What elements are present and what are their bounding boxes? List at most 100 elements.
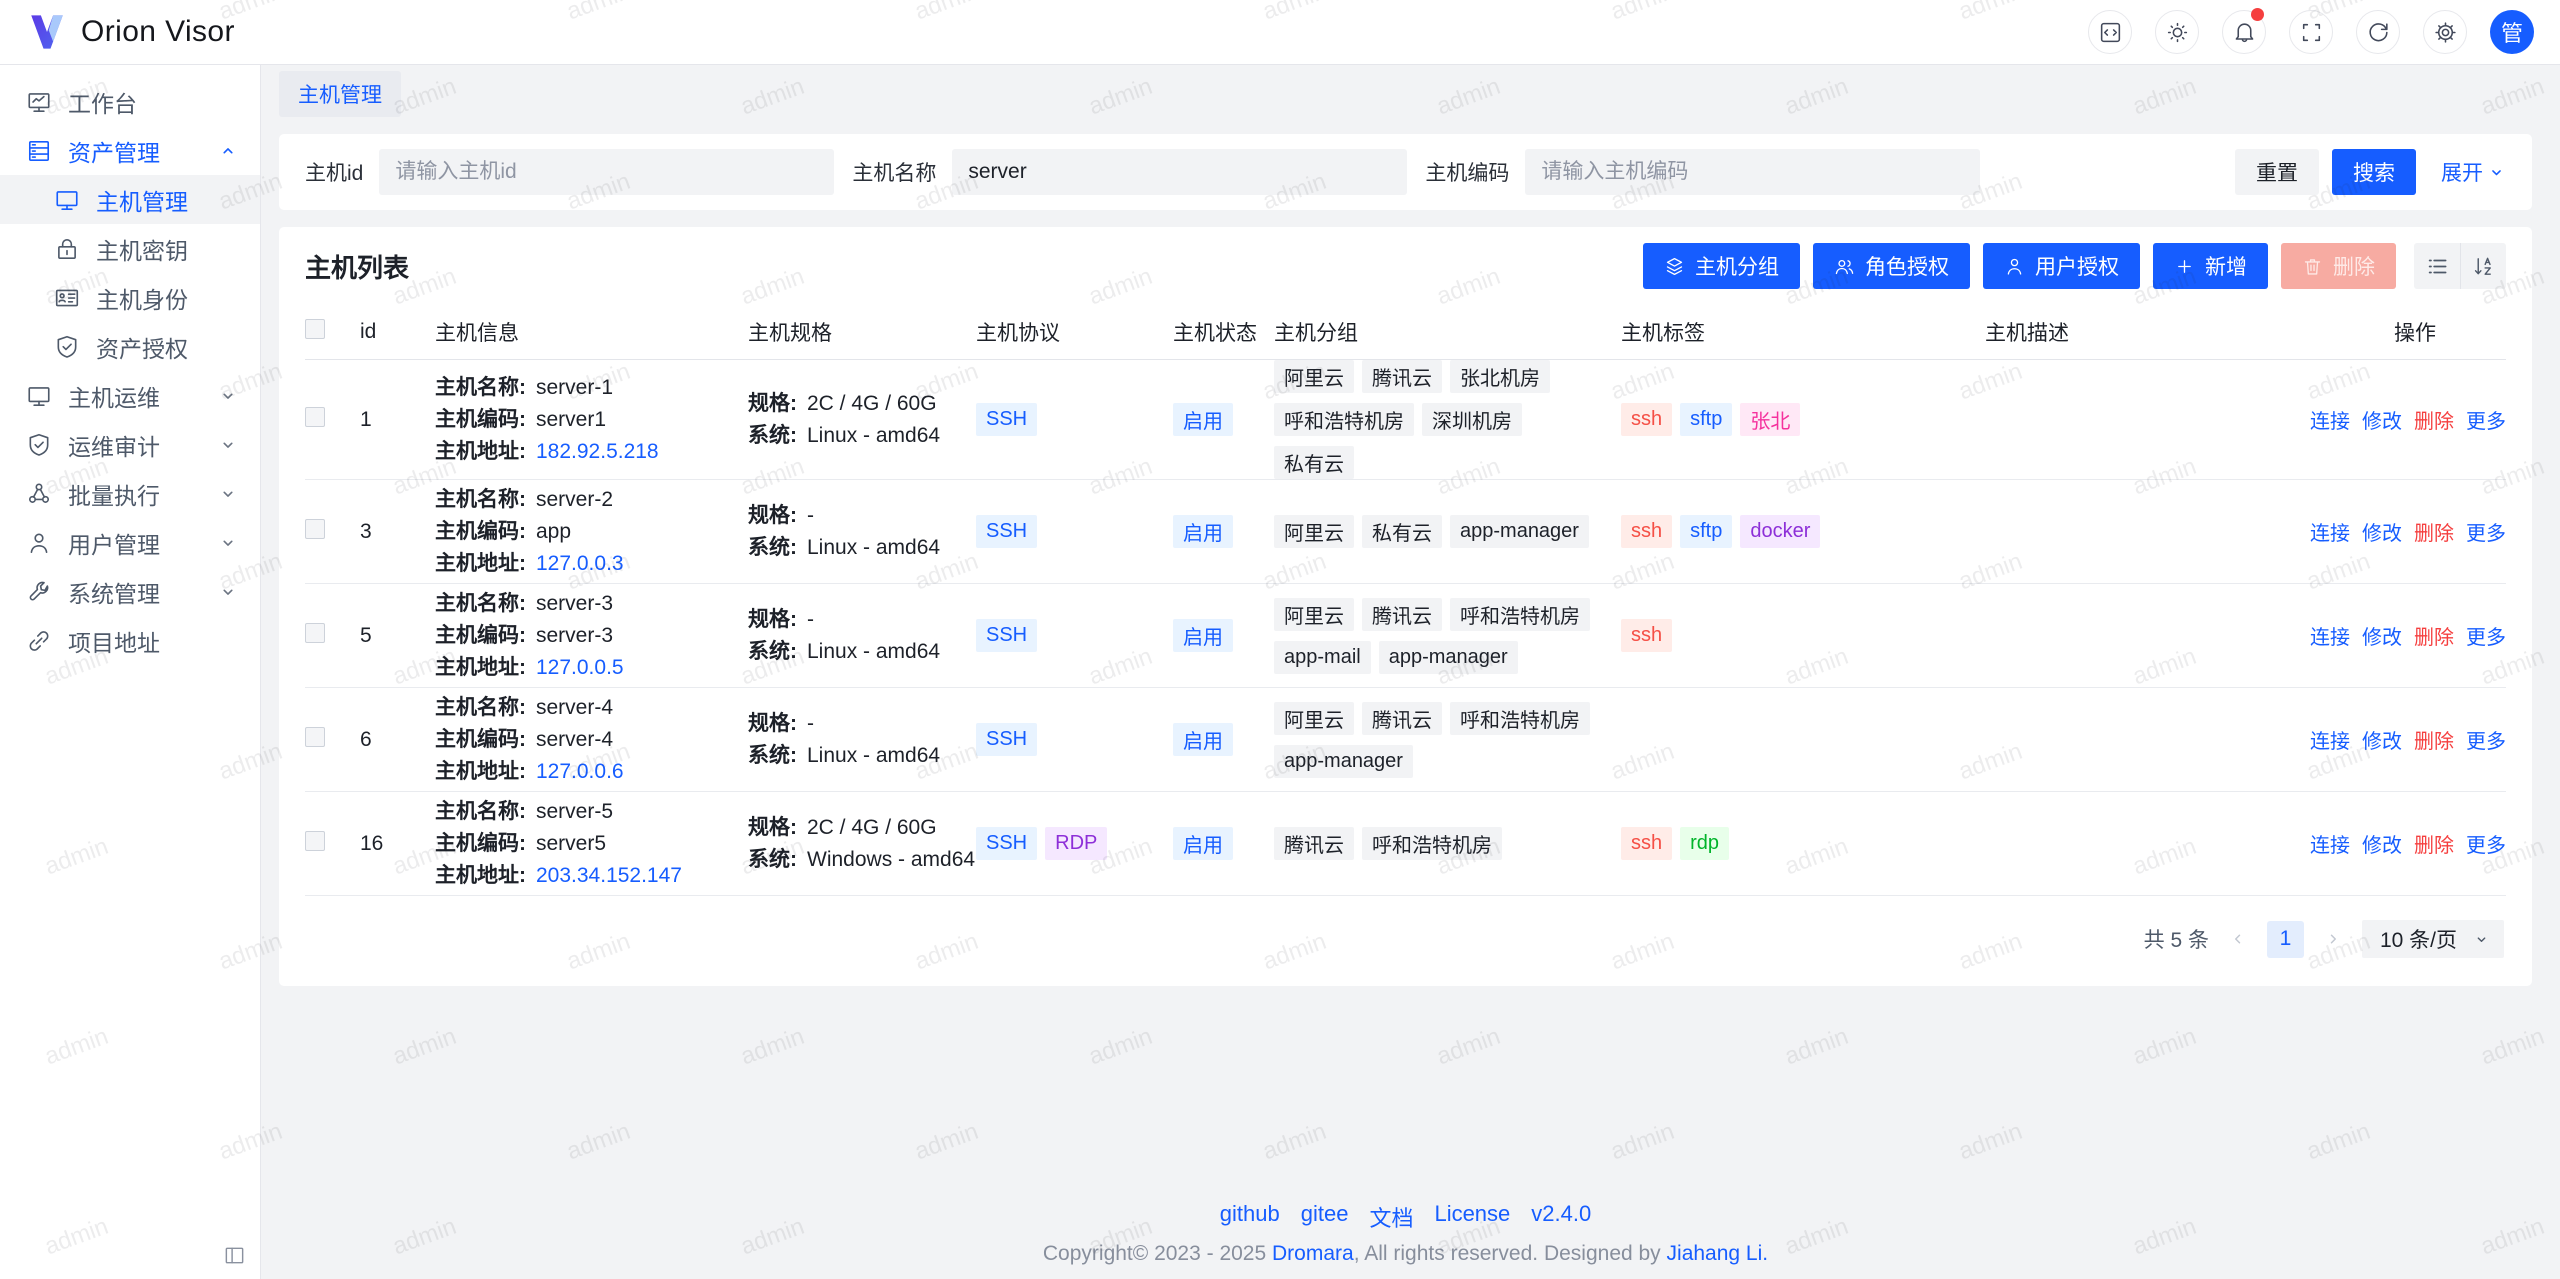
- dromara-link[interactable]: Dromara: [1272, 1242, 1354, 1265]
- action-修改[interactable]: 修改: [2362, 523, 2402, 545]
- fullscreen-button[interactable]: [2289, 10, 2333, 54]
- app-logo[interactable]: Orion Visor: [26, 11, 235, 53]
- action-删除[interactable]: 删除: [2414, 627, 2454, 649]
- action-删除[interactable]: 删除: [2414, 835, 2454, 857]
- sidebar-item-运维审计[interactable]: 运维审计: [0, 420, 260, 469]
- sidebar-item-系统管理[interactable]: 系统管理: [0, 567, 260, 616]
- user-avatar[interactable]: 管: [2490, 10, 2534, 54]
- sidebar-item-资产授权[interactable]: 资产授权: [0, 322, 260, 371]
- action-删除[interactable]: 删除: [2414, 411, 2454, 433]
- sidebar-item-工作台[interactable]: 工作台: [0, 77, 260, 126]
- sort-button[interactable]: [2460, 243, 2506, 289]
- search-button[interactable]: 搜索: [2332, 149, 2416, 195]
- select-all-checkbox[interactable]: [305, 319, 325, 339]
- sidebar-item-主机身份[interactable]: 主机身份: [0, 273, 260, 322]
- 角色授权-button[interactable]: 角色授权: [1813, 243, 1970, 289]
- action-修改[interactable]: 修改: [2362, 731, 2402, 753]
- refresh-button[interactable]: [2356, 10, 2400, 54]
- column-header: id: [360, 320, 377, 343]
- sidebar-item-用户管理[interactable]: 用户管理: [0, 518, 260, 567]
- host-groups: 阿里云 腾讯云 张北机房 呼和浩特机房 深圳机房 私有云: [1274, 360, 1621, 479]
- host-address-link[interactable]: 203.34.152.147: [536, 864, 682, 887]
- footer-link-v2.4.0[interactable]: v2.4.0: [1531, 1201, 1592, 1226]
- 用户授权-button[interactable]: 用户授权: [1983, 243, 2140, 289]
- code-button[interactable]: [2088, 10, 2132, 54]
- group-tag: 腾讯云: [1362, 701, 1442, 735]
- host-address-link[interactable]: 127.0.0.5: [536, 656, 624, 679]
- row-checkbox[interactable]: [305, 830, 325, 851]
- sidebar-item-批量执行[interactable]: 批量执行: [0, 469, 260, 518]
- notification-badge: [2251, 8, 2264, 21]
- action-连接[interactable]: 连接: [2310, 731, 2350, 753]
- pagination: 共 5 条 1 10 条/页: [305, 896, 2506, 966]
- action-更多[interactable]: 更多: [2466, 627, 2506, 649]
- trash-icon: [2304, 258, 2321, 275]
- row-actions: 连接 修改 删除 更多: [2285, 405, 2506, 434]
- action-连接[interactable]: 连接: [2310, 411, 2350, 433]
- group-tag: 腾讯云: [1362, 597, 1442, 631]
- prev-page-button[interactable]: [2223, 921, 2253, 957]
- page-size-value: 10 条/页: [2379, 929, 2457, 952]
- host-tags: ssh: [1621, 619, 1985, 652]
- action-修改[interactable]: 修改: [2362, 411, 2402, 433]
- action-修改[interactable]: 修改: [2362, 835, 2402, 857]
- host-code: server-3: [536, 624, 614, 647]
- filter-input-0[interactable]: [379, 149, 835, 195]
- filter-field-主机编码: 主机编码: [1425, 149, 1981, 195]
- column-header: 操作: [2394, 322, 2436, 345]
- row-checkbox[interactable]: [305, 518, 325, 539]
- sidebar-item-项目地址[interactable]: 项目地址: [0, 616, 260, 665]
- reset-button[interactable]: 重置: [2235, 149, 2319, 195]
- column-setting-button[interactable]: [2414, 243, 2460, 289]
- tab-host-management[interactable]: 主机管理: [279, 71, 401, 117]
- action-更多[interactable]: 更多: [2466, 411, 2506, 433]
- sidebar-item-主机密钥[interactable]: 主机密钥: [0, 224, 260, 273]
- author-link[interactable]: Jiahang Li.: [1666, 1242, 1769, 1265]
- footer-link-github[interactable]: github: [1219, 1201, 1280, 1226]
- settings-button[interactable]: [2423, 10, 2467, 54]
- host-address-link[interactable]: 127.0.0.6: [536, 760, 624, 783]
- chevrondown-icon: [223, 589, 233, 595]
- action-连接[interactable]: 连接: [2310, 835, 2350, 857]
- action-更多[interactable]: 更多: [2466, 523, 2506, 545]
- host-address-link[interactable]: 127.0.0.3: [536, 552, 624, 575]
- shield-icon: [29, 433, 49, 456]
- column-header: 主机规格: [748, 322, 832, 345]
- 主机分组-button[interactable]: 主机分组: [1643, 243, 1800, 289]
- sidebar-item-资产管理[interactable]: 资产管理: [0, 126, 260, 175]
- action-更多[interactable]: 更多: [2466, 731, 2506, 753]
- filter-input-1[interactable]: [952, 149, 1408, 195]
- expand-toggle[interactable]: 展开: [2441, 157, 2506, 187]
- action-更多[interactable]: 更多: [2466, 835, 2506, 857]
- chevron-left-icon: [2234, 934, 2241, 944]
- row-checkbox[interactable]: [305, 726, 325, 747]
- action-删除[interactable]: 删除: [2414, 523, 2454, 545]
- footer-link-gitee[interactable]: gitee: [1300, 1201, 1349, 1226]
- 删除-button[interactable]: 删除: [2281, 243, 2396, 289]
- chevron-down-icon: [2477, 936, 2486, 942]
- sidebar-item-主机运维[interactable]: 主机运维: [0, 371, 260, 420]
- filter-input-2[interactable]: [1525, 149, 1981, 195]
- next-page-button[interactable]: [2318, 921, 2348, 957]
- host-address-link[interactable]: 182.92.5.218: [536, 440, 659, 463]
- tag: ssh: [1621, 827, 1673, 860]
- theme-button[interactable]: [2155, 10, 2199, 54]
- page-number[interactable]: 1: [2266, 920, 2304, 958]
- 新增-button[interactable]: 新增: [2153, 243, 2268, 289]
- row-checkbox[interactable]: [305, 406, 325, 427]
- row-checkbox[interactable]: [305, 622, 325, 643]
- action-连接[interactable]: 连接: [2310, 523, 2350, 545]
- page-size-select[interactable]: 10 条/页: [2361, 920, 2504, 958]
- host-name: server-2: [536, 488, 614, 511]
- action-修改[interactable]: 修改: [2362, 627, 2402, 649]
- action-删除[interactable]: 删除: [2414, 731, 2454, 753]
- user-icon: [2007, 258, 2022, 275]
- sidebar-collapse-icon[interactable]: [223, 1244, 246, 1267]
- dashboard-icon: [28, 92, 50, 112]
- host-protocols: SSH: [976, 515, 1173, 548]
- action-连接[interactable]: 连接: [2310, 627, 2350, 649]
- footer-link-文档[interactable]: 文档: [1369, 1206, 1414, 1231]
- sidebar-item-主机管理[interactable]: 主机管理: [0, 175, 260, 224]
- footer-link-License[interactable]: License: [1434, 1201, 1511, 1226]
- notifications-button[interactable]: [2222, 8, 2266, 54]
